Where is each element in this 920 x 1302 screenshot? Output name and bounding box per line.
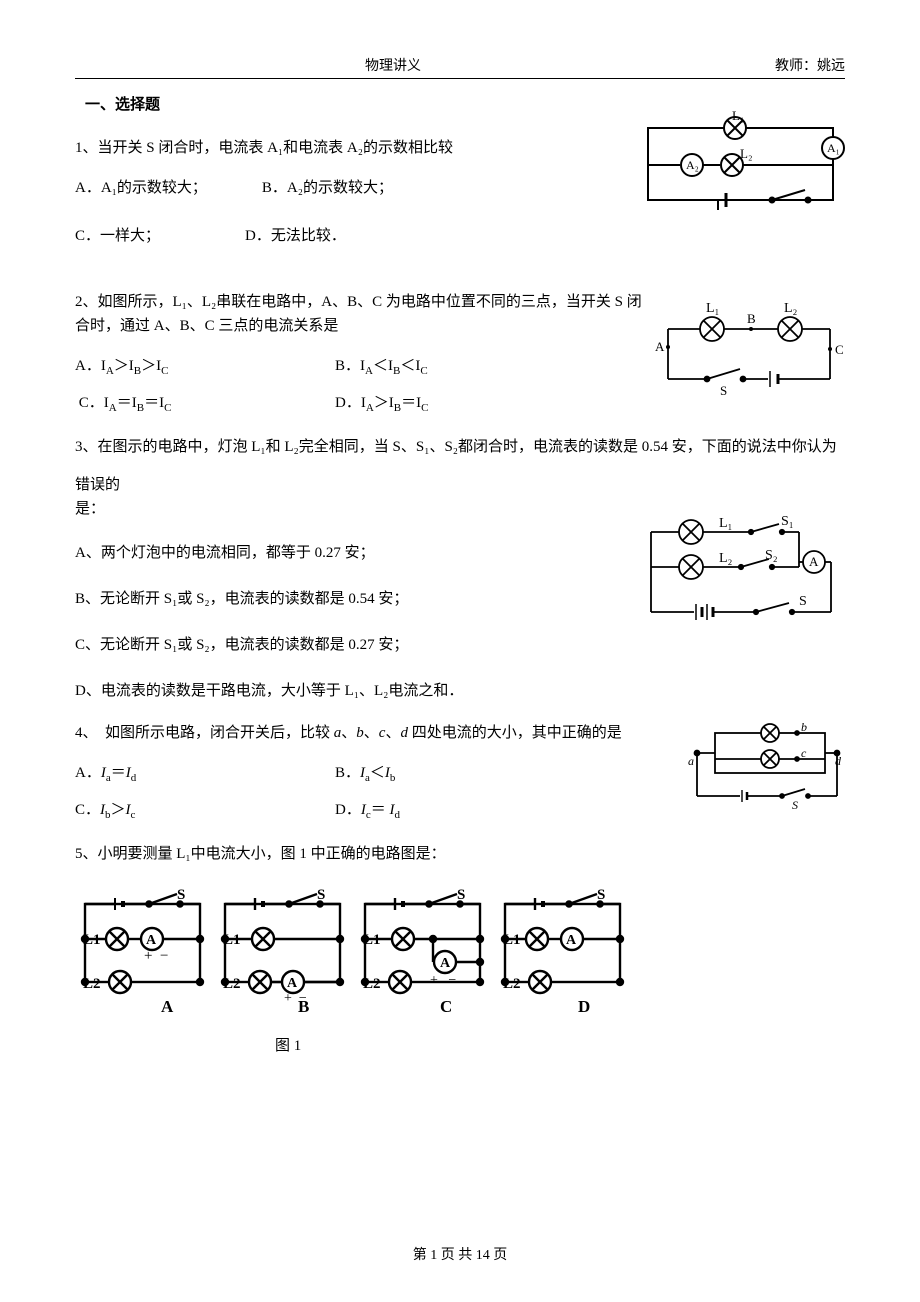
svg-text:A: A [440,956,451,971]
figure-1: L₁ L₂ A₁ A₂ [640,110,845,230]
svg-text:S: S [720,383,727,398]
svg-text:+ −: + − [144,948,168,964]
svg-text:L1: L1 [83,932,101,948]
svg-text:d: d [835,754,842,768]
svg-text:A: A [146,933,157,948]
svg-text:C: C [835,342,844,357]
q4-choice-a: A．Ia＝Id [75,761,335,788]
figure-4: a b c d S [685,721,845,816]
svg-text:C: C [440,997,452,1016]
svg-text:L2: L2 [503,976,521,992]
svg-text:A₁: A₁ [827,141,840,155]
q2-choice-b: B．IA＜IB＜IC [335,354,595,381]
svg-text:+ −: + − [284,991,307,1006]
svg-text:+ −: + − [430,973,456,988]
svg-text:S: S [317,887,325,903]
header-center: 物理讲义 [365,55,421,75]
page: 物理讲义 教师：姚远 一、选择题 1、当开关 S 闭合时，电流表 A₁和电流表 … [0,0,920,1302]
q3-stem1: 3、在图示的电路中，灯泡 L₁和 L₂完全相同，当 S、S₁、S₂都闭合时，电流… [75,435,845,459]
q1-choice-a: A．A₁的示数较大； [75,176,207,200]
svg-text:L2: L2 [363,976,381,992]
header: 物理讲义 教师：姚远 [75,55,845,79]
svg-text:S: S [597,887,605,903]
svg-text:A: A [809,554,819,569]
figure-2: L₁ L₂ B A C S [650,299,845,404]
question-4: 4、 如图所示电路，闭合开关后，比较 a、b、c、d 四处电流的大小，其中正确的… [75,721,845,824]
svg-text:L₂: L₂ [719,551,733,566]
q5-stem: 5、小明要测量 L₁中电流大小，图 1 中正确的电路图是： [75,842,845,866]
question-3: 3、在图示的电路中，灯泡 L₁和 L₂完全相同，当 S、S₁、S₂都闭合时，电流… [75,435,845,703]
svg-text:L2: L2 [83,976,101,992]
svg-text:L1: L1 [363,932,381,948]
svg-text:b: b [801,721,807,734]
q4-choice-c: C．Ib＞Ic [75,798,335,825]
svg-text:A: A [287,976,298,991]
svg-text:L₂: L₂ [740,146,752,161]
q2-stem: 2、如图所示，L₁、L₂串联在电路中，A、B、C 为电路中位置不同的三点，当开关… [75,290,655,338]
question-2: 2、如图所示，L₁、L₂串联在电路中，A、B、C 为电路中位置不同的三点，当开关… [75,290,845,417]
q2-choice-a: A．IA＞IB＞IC [75,354,335,381]
svg-text:S: S [792,798,798,812]
question-5: 5、小明要测量 L₁中电流大小，图 1 中正确的电路图是： [75,842,845,1034]
q1-choice-c: C．一样大； [75,224,160,248]
q4-choice-d: D．Ic＝ Id [335,798,595,825]
svg-text:S: S [799,594,807,609]
svg-text:L₁: L₁ [706,301,719,316]
svg-text:a: a [688,754,694,768]
question-1: 1、当开关 S 闭合时，电流表 A₁和电流表 A₂的示数相比较 A．A₁的示数较… [75,136,845,256]
svg-text:c: c [801,746,807,760]
q1-choice-b: B．A₂的示数较大； [262,176,393,200]
svg-text:L1: L1 [223,932,241,948]
svg-text:A₂: A₂ [686,158,699,172]
svg-text:L2: L2 [223,976,241,992]
q4-choice-b: B．Ia＜Ib [335,761,595,788]
svg-text:A: A [655,339,665,354]
q3-choice-d: D、电流表的读数是干路电流，大小等于 L₁、L₂电流之和． [75,679,845,703]
svg-text:S: S [177,887,185,903]
figure-5: S L1 A + − L2 A [75,884,635,1034]
svg-text:S₂: S₂ [765,548,778,563]
svg-text:L₂: L₂ [784,301,798,316]
figure-3: L₁ L₂ S₁ S₂ S A [639,507,839,642]
q2-choice-d: D．IA＞IB＝IC [335,391,595,418]
q1-choice-d: D．无法比较． [245,224,346,248]
header-right: 教师：姚远 [775,55,845,75]
q1-stem: 1、当开关 S 闭合时，电流表 A₁和电流表 A₂的示数相比较 [75,136,655,160]
svg-text:S: S [457,887,465,903]
svg-text:A: A [566,933,577,948]
svg-text:B: B [747,311,756,326]
q2-choice-c: C．IA＝IB＝IC [75,391,335,418]
svg-text:D: D [578,997,590,1016]
page-footer: 第 1 页 共 14 页 [0,1244,920,1264]
svg-text:S₁: S₁ [781,514,794,529]
svg-text:L1: L1 [503,932,521,948]
svg-text:A: A [161,997,174,1016]
q4-stem: 4、 如图所示电路，闭合开关后，比较 a、b、c、d 四处电流的大小，其中正确的… [75,721,675,745]
svg-text:L₁: L₁ [719,516,732,531]
fig5-caption: 图 1 [275,1034,635,1058]
q3-stem2: 错误的 [75,473,845,497]
svg-text:L₁: L₁ [732,110,744,123]
